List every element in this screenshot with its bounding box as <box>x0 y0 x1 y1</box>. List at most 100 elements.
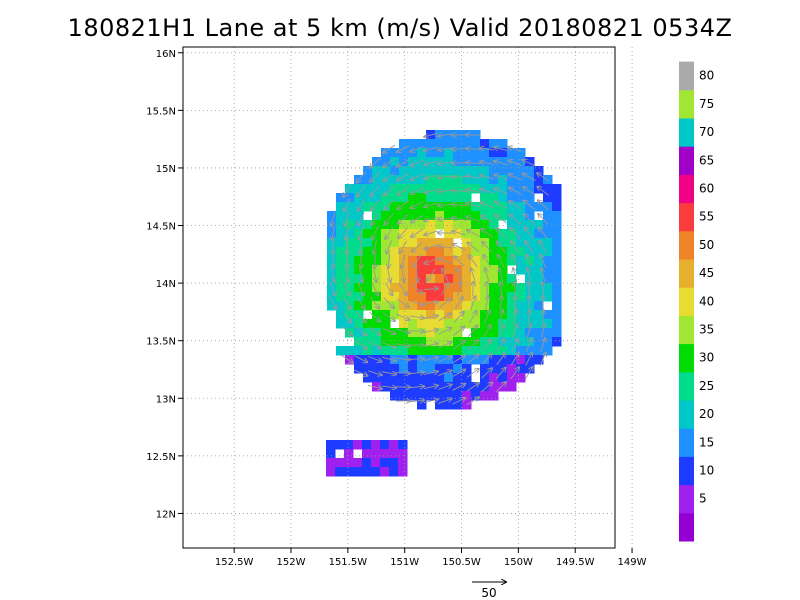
wind-cell <box>354 337 364 347</box>
wind-cell <box>489 193 499 203</box>
wind-cell <box>417 166 427 176</box>
wind-vector <box>538 200 549 211</box>
wind-cell <box>372 202 382 212</box>
wind-cell <box>408 220 418 230</box>
wind-cell <box>453 139 463 149</box>
wind-cell <box>480 346 490 356</box>
wind-cell <box>552 229 562 239</box>
wind-vector <box>454 297 462 310</box>
wind-cell <box>516 157 526 167</box>
wind-cell <box>471 301 481 311</box>
wind-cell <box>435 355 445 365</box>
wind-cell <box>381 193 391 203</box>
wind-cell <box>507 301 517 311</box>
wind-cell <box>516 301 526 311</box>
wind-vector <box>410 300 424 305</box>
wind-cell <box>444 175 454 185</box>
wind-vector <box>438 148 453 150</box>
wind-cell <box>516 310 526 320</box>
wind-cell <box>363 193 373 203</box>
wind-cell <box>489 229 499 239</box>
wind-cell <box>480 166 490 176</box>
wind-cell <box>489 346 499 356</box>
wind-cell <box>543 184 553 194</box>
wind-cell <box>344 449 354 459</box>
wind-cell <box>480 220 490 230</box>
wind-cell <box>408 283 418 293</box>
wind-vector <box>410 145 424 151</box>
wind-cell <box>435 292 445 302</box>
wind-cell <box>471 328 481 338</box>
wind-cell <box>543 346 553 356</box>
wind-cell <box>453 400 463 410</box>
wind-vector <box>480 162 495 165</box>
wind-vector <box>438 356 451 363</box>
wind-vector <box>384 185 395 195</box>
wind-cell <box>354 238 364 248</box>
wind-cell <box>462 184 472 194</box>
colorbar-swatch <box>679 400 694 429</box>
wind-vector <box>540 254 547 268</box>
wind-cell <box>381 211 391 221</box>
wind-cell <box>462 247 472 257</box>
wind-cell <box>525 220 535 230</box>
wind-cell <box>363 292 373 302</box>
wind-vector <box>397 159 410 167</box>
wind-cell <box>327 229 337 239</box>
wind-vector <box>539 227 548 240</box>
wind-cell <box>489 328 499 338</box>
wind-cell <box>543 328 553 338</box>
wind-cell <box>435 148 445 158</box>
wind-cell <box>453 391 463 401</box>
wind-vector <box>367 370 382 375</box>
wind-cell <box>543 310 553 320</box>
wind-cell <box>444 166 454 176</box>
wind-cell <box>444 238 454 248</box>
wind-cell <box>525 301 535 311</box>
wind-vector <box>395 373 410 374</box>
wind-vector <box>397 186 410 195</box>
wind-vector <box>368 326 381 335</box>
wind-vector <box>538 214 549 225</box>
wind-vector <box>466 216 480 222</box>
wind-cell <box>534 283 544 293</box>
wind-cell <box>426 328 436 338</box>
wind-cell <box>408 274 418 284</box>
wind-vector <box>457 268 462 282</box>
x-tick-label: 149W <box>618 557 647 568</box>
wind-cell <box>326 449 336 459</box>
wind-vector <box>452 341 465 350</box>
wind-vector <box>480 175 495 180</box>
x-axis-ticks: 152.5W 152W 151.5W 151W 150.5W 150W 149.5W 149W <box>215 548 647 568</box>
wind-cell <box>435 238 445 248</box>
wind-vector <box>344 198 351 212</box>
wind-cell <box>444 274 454 284</box>
wind-cell <box>390 364 400 374</box>
wind-vector <box>452 355 465 364</box>
wind-vector <box>483 310 489 324</box>
wind-cell <box>498 247 508 257</box>
wind-cell <box>489 382 499 392</box>
wind-cell <box>372 166 382 176</box>
wind-cell <box>507 193 517 203</box>
wind-cell <box>507 346 517 356</box>
wind-vector <box>423 316 438 319</box>
wind-cell <box>345 328 355 338</box>
wind-cell <box>435 319 445 329</box>
wind-cell <box>552 301 562 311</box>
wind-cell <box>471 319 481 329</box>
wind-cell <box>462 229 472 239</box>
wind-vector <box>384 199 395 210</box>
colorbar-swatch <box>679 315 694 345</box>
wind-cell <box>507 328 517 338</box>
wind-cell <box>543 292 553 302</box>
wind-cell <box>380 449 390 459</box>
wind-cell <box>353 440 363 450</box>
wind-cell <box>552 265 562 275</box>
wind-cell <box>489 175 499 185</box>
wind-vector <box>332 225 334 240</box>
wind-vector <box>383 144 396 153</box>
wind-cell <box>398 458 408 468</box>
wind-cell <box>480 202 490 212</box>
wind-vector <box>383 172 395 182</box>
